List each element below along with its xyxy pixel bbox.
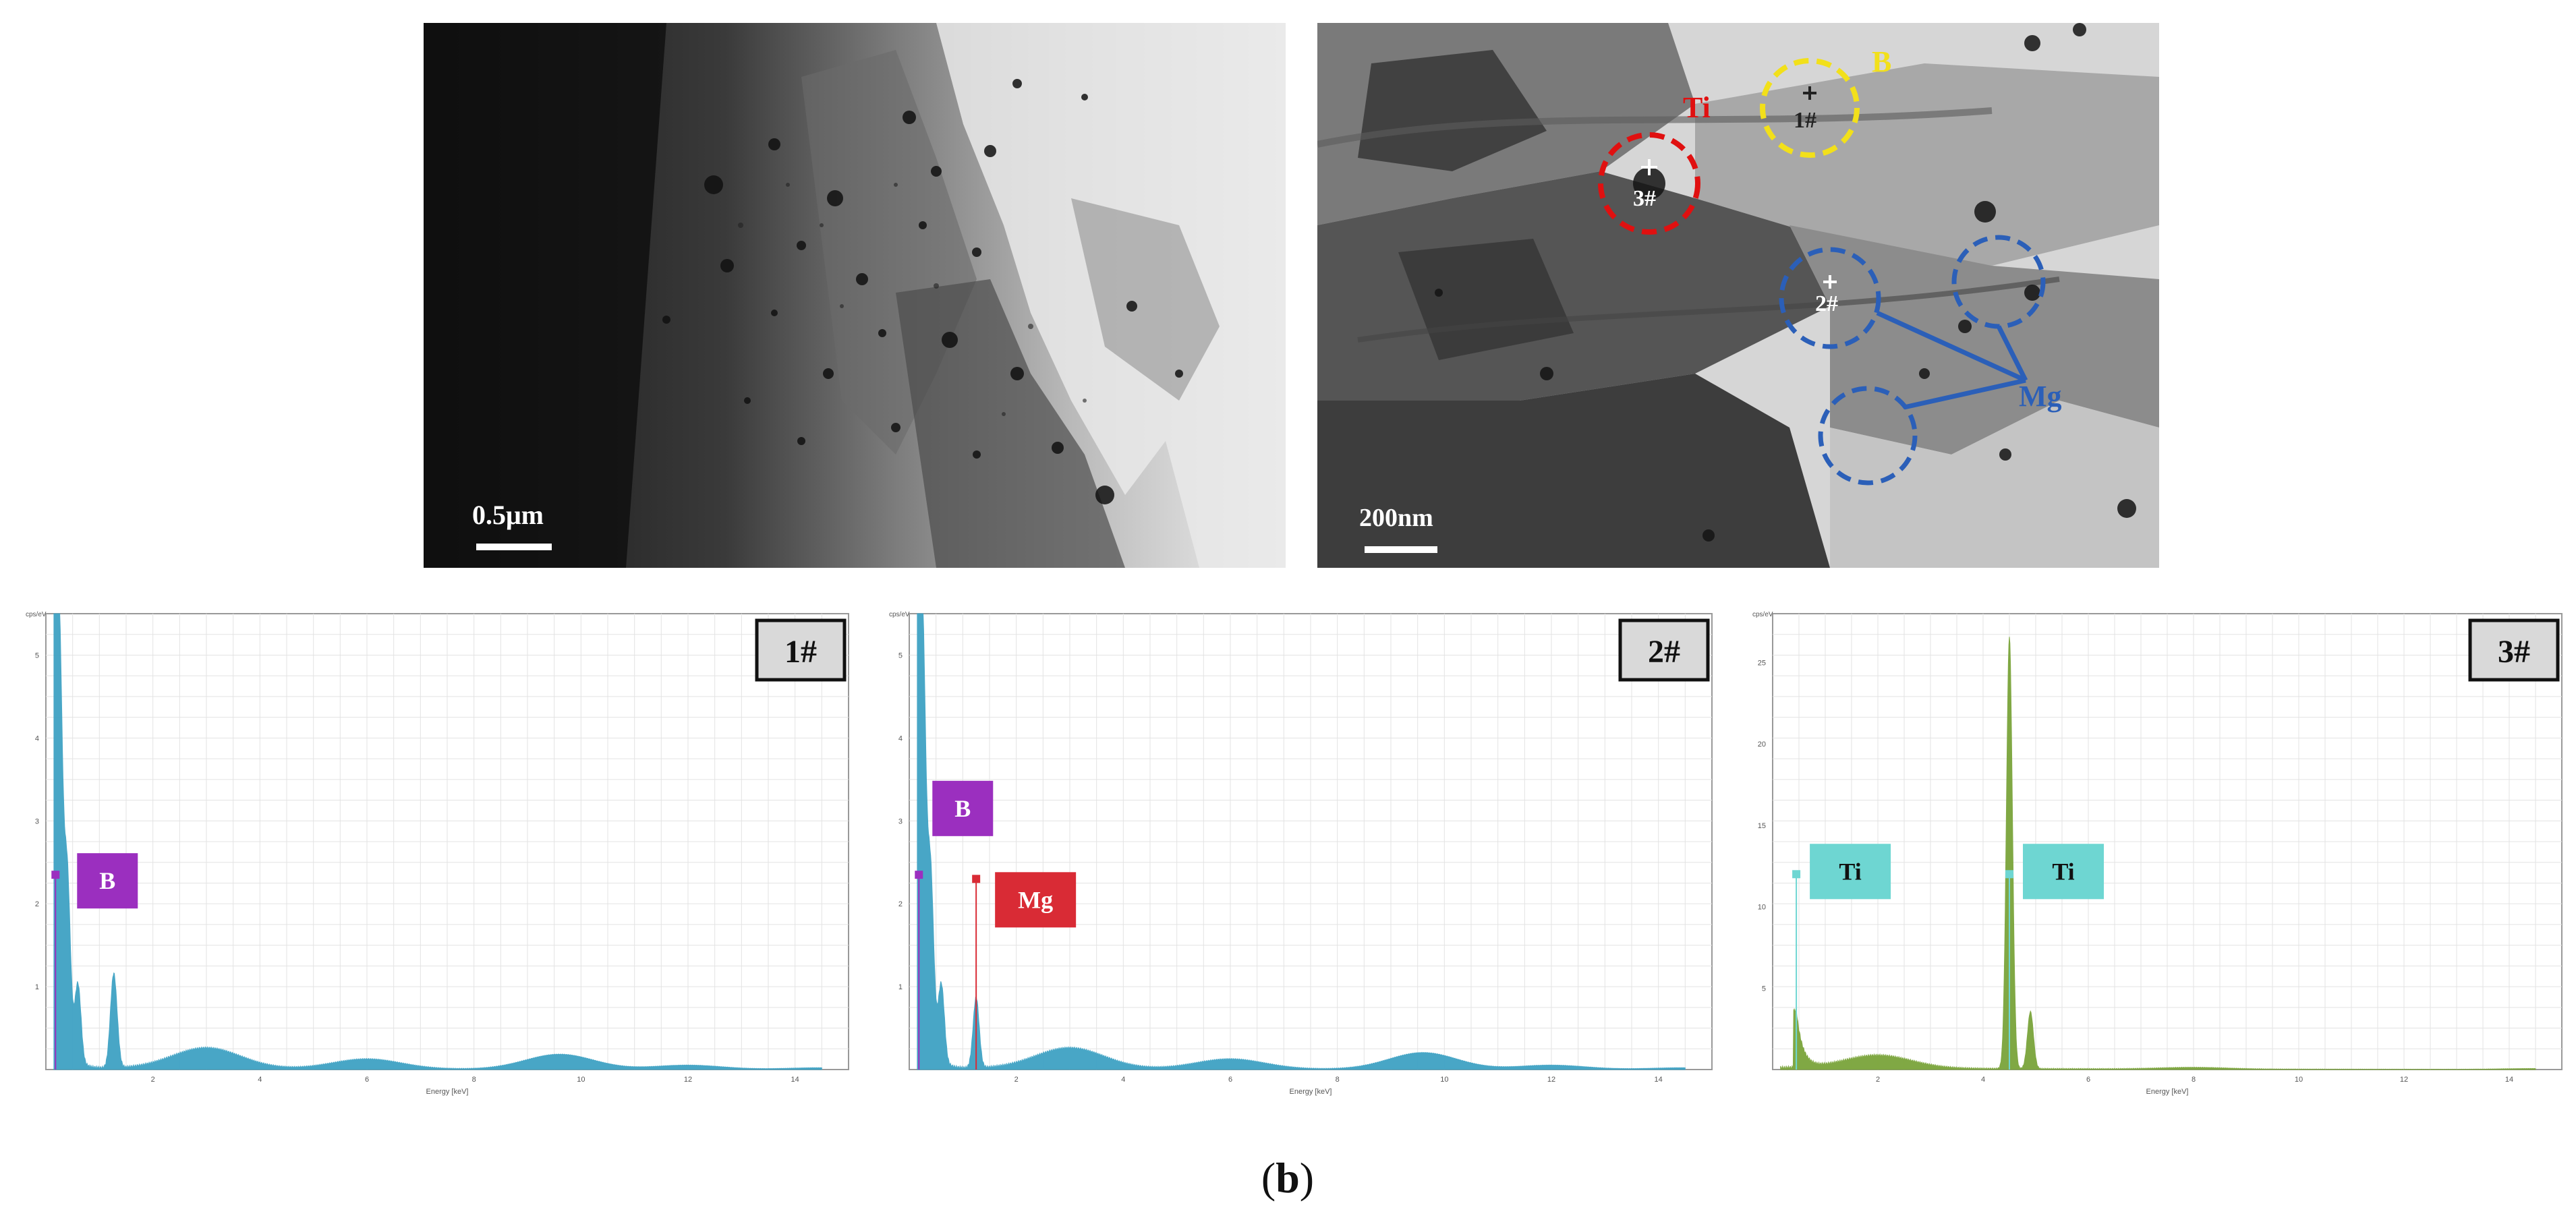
x-tick-label: 14 (1655, 1076, 1663, 1084)
point-label: 1# (784, 634, 817, 670)
eds-spectrum-3: 2 4 6 8 10 12 14 5 10 15 20 25 Energy [keV] cps/eV Ti T… (1734, 600, 2570, 1126)
y-tick-label: 5 (35, 651, 39, 660)
y-tick-label: 4 (898, 734, 903, 742)
point-label-box (2468, 618, 2560, 682)
y-tick-label: 4 (35, 734, 39, 742)
tem-micrograph-right (1317, 23, 2159, 568)
peak-label-box (932, 780, 994, 836)
panel-label-letter: b (1276, 1154, 1300, 1202)
x-tick-label: 10 (577, 1076, 585, 1084)
eds-spectrum-3-plot: 2 4 6 8 10 12 14 5 10 15 20 25 Energy [keV] cps/eV Ti T… (1752, 611, 2563, 1096)
peak-marker-tag (915, 871, 923, 879)
y-tick-label: 5 (898, 651, 903, 660)
point-label-box (755, 618, 847, 682)
tem-image-right: 200nm Ti 3# B 1# Mg 2# (1317, 23, 2159, 568)
panel-label-open: ( (1261, 1154, 1276, 1202)
y-tick-label: 2 (898, 900, 903, 908)
eds-spectrum-2: 2 4 6 8 10 12 14 1 2 3 4 5 Energy [keV] cps/eV B Mg 2# (870, 600, 1720, 1126)
region-label-ti: Ti (1683, 91, 1711, 124)
peak-label: Mg (1018, 886, 1053, 913)
x-tick-label: 12 (684, 1076, 692, 1084)
x-tick-label: 8 (1336, 1076, 1340, 1084)
peak-label: B (954, 795, 971, 822)
y-tick-label: 5 (1762, 985, 1766, 993)
point-label-box (1618, 618, 1710, 682)
point-label: 3# (2498, 634, 2530, 670)
peak-label: Ti (2052, 858, 2074, 885)
y-tick-label: 3 (898, 817, 903, 825)
x-tick-label: 6 (2086, 1076, 2090, 1084)
spectrum-area (1780, 637, 2536, 1071)
scale-bar-label-right: 200nm (1359, 504, 1433, 532)
x-tick-label: 14 (791, 1076, 799, 1084)
x-tick-label: 6 (365, 1076, 369, 1084)
panel-label-close: ) (1299, 1154, 1315, 1202)
x-tick-label: 2 (151, 1076, 155, 1084)
y-tick-label: 3 (35, 817, 39, 825)
x-axis-label: Energy [keV] (2146, 1088, 2189, 1096)
x-tick-label: 2 (1014, 1076, 1019, 1084)
y-axis-label: cps/eV (889, 611, 910, 618)
peak-marker-tag (1792, 870, 1801, 879)
region-label-mg: Mg (2019, 380, 2062, 413)
x-tick-label: 4 (1981, 1076, 1985, 1084)
peak-label: B (99, 867, 115, 894)
region-point-1: 1# (1794, 108, 1816, 133)
x-tick-label: 4 (1121, 1076, 1125, 1084)
y-axis-label: cps/eV (26, 611, 47, 618)
x-tick-label: 12 (1547, 1076, 1555, 1084)
y-tick-label: 25 (1758, 659, 1766, 667)
region-point-2: 2# (1815, 291, 1838, 316)
x-tick-label: 10 (1440, 1076, 1448, 1084)
y-tick-label: 20 (1758, 740, 1766, 749)
x-tick-label: 6 (1228, 1076, 1232, 1084)
peak-marker-tag (972, 875, 981, 883)
peak-label-box (77, 853, 138, 909)
x-axis-label: Energy [keV] (426, 1088, 469, 1096)
y-tick-label: 15 (1758, 822, 1766, 830)
x-tick-label: 4 (258, 1076, 262, 1084)
spectrum-area (53, 613, 822, 1070)
tem-image-left: 0.5μm (424, 23, 1286, 568)
peak-label-box (1810, 844, 1891, 900)
spectrum-area (917, 613, 1686, 1070)
y-axis-label: cps/eV (1752, 611, 1773, 618)
y-tick-label: 1 (35, 983, 39, 991)
y-tick-label: 1 (898, 983, 903, 991)
y-tick-label: 10 (1758, 904, 1766, 912)
scale-bar-label-left: 0.5μm (472, 500, 544, 530)
x-tick-label: 8 (2192, 1076, 2196, 1084)
region-label-b: B (1872, 45, 1892, 78)
y-tick-label: 2 (35, 900, 39, 908)
peak-label-box (2023, 844, 2104, 900)
peak-marker-tag (2005, 870, 2013, 879)
x-tick-label: 14 (2505, 1076, 2513, 1084)
x-axis-label: Energy [keV] (1290, 1088, 1332, 1096)
peak-label: Ti (1839, 858, 1861, 885)
x-tick-label: 2 (1876, 1076, 1880, 1084)
peak-marker-tag (51, 871, 60, 879)
x-tick-label: 10 (2295, 1076, 2303, 1084)
x-tick-label: 8 (472, 1076, 476, 1084)
peak-label-box (995, 872, 1077, 928)
panel-label: (b) (1220, 1153, 1355, 1203)
x-tick-label: 12 (2400, 1076, 2408, 1084)
point-label: 2# (1648, 634, 1680, 670)
eds-spectrum-1: 2 4 6 8 10 12 14 1 2 3 4 5 Energy [keV] cps/eV B 1# (7, 600, 857, 1126)
region-point-3: 3# (1633, 186, 1656, 211)
tem-micrograph-left (424, 23, 1286, 568)
